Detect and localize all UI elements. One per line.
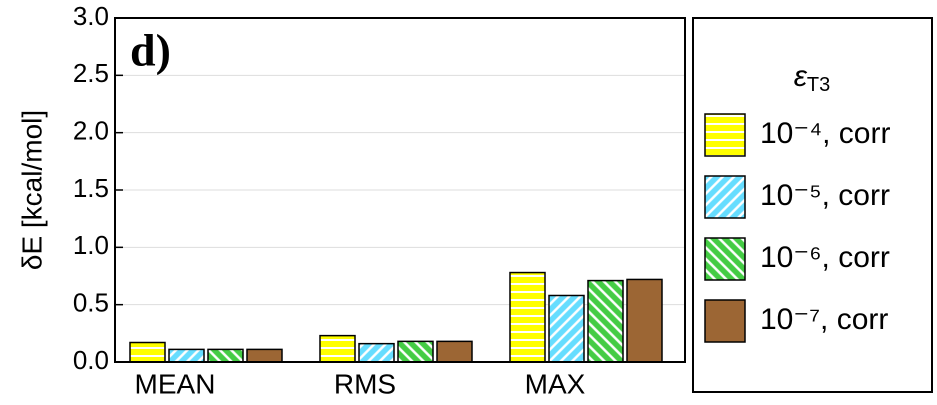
y-tick-label: 0.5 [73, 288, 109, 318]
x-tick-label: MEAN [135, 368, 216, 399]
y-tick-label: 1.0 [73, 230, 109, 260]
legend-label: 10⁻⁴, corr [760, 117, 890, 150]
bar [207, 348, 244, 363]
y-tick-label: 2.5 [73, 58, 109, 88]
y-tick-label: 2.0 [73, 116, 109, 146]
legend-swatch [704, 237, 746, 281]
legend-title: εT3 [794, 60, 831, 96]
plot-frame [114, 17, 686, 363]
legend-swatch [704, 175, 746, 219]
bar [129, 341, 166, 363]
legend-label: 10⁻⁷, corr [760, 303, 888, 336]
bar [319, 334, 356, 363]
bar [397, 340, 434, 363]
bar [436, 340, 473, 363]
bar [168, 348, 205, 363]
bar [626, 278, 663, 363]
panel-label: d) [130, 25, 171, 76]
legend-title-subscript: T3 [807, 74, 830, 96]
x-tick-label: RMS [334, 368, 396, 399]
y-tick-label: 0.0 [73, 345, 109, 375]
legend-swatch [704, 299, 746, 343]
y-axis-label: δE [kcal/mol] [16, 110, 47, 270]
bar [587, 279, 624, 363]
legend-label: 10⁻⁵, corr [760, 179, 890, 212]
bar [246, 348, 283, 363]
x-tick-label: MAX [525, 368, 586, 399]
bar [548, 294, 585, 363]
legend-swatch [704, 113, 746, 157]
y-tick-label: 1.5 [73, 173, 109, 203]
legend-title-symbol: ε [794, 60, 808, 93]
y-tick-label: 3.0 [73, 1, 109, 31]
bar [358, 342, 395, 363]
legend-label: 10⁻⁶, corr [760, 241, 890, 274]
bar [509, 271, 546, 363]
